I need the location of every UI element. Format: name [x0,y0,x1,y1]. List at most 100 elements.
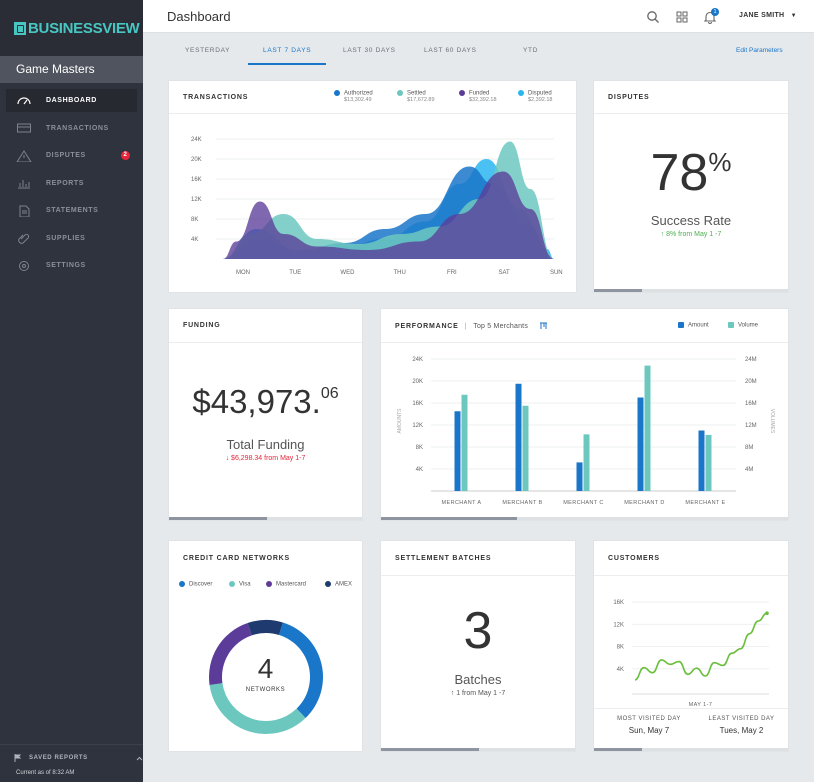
flag-icon [14,754,21,762]
y-tick-label: 8K [617,645,624,651]
area-series-funded [222,171,554,259]
legend-name: Amount [688,322,709,329]
legend-dot [334,90,340,96]
search-icon[interactable] [646,10,660,24]
legend-name: Disputed [528,90,552,97]
sidebar-item-statements[interactable]: STATEMENTS [6,199,137,222]
customers-line-endpoint [765,611,769,616]
legend-item-funded: Funded $32,392.18 [459,90,497,103]
bar-volume-merchant-d[interactable] [644,365,651,491]
sidebar-item-label: TRANSACTIONS [46,124,109,132]
legend-dot [325,581,331,587]
x-tick-label: MERCHANT B [502,500,542,506]
legend-name: Volume [738,322,759,329]
card-footer-bar [169,517,362,520]
bar-amount-merchant-a[interactable] [454,411,461,491]
x-tick-label: MERCHANT E [685,500,725,506]
sidebar-item-reports[interactable]: REPORTS [6,172,137,195]
transactions-chart: 24K 20K 16K 12K 8K 4K MON TUE WED THU FRI SAT SUN [191,137,563,276]
sidebar-item-transactions[interactable]: TRANSACTIONS [6,117,137,140]
edit-parameters-link[interactable]: Edit Parameters [736,47,783,54]
notification-badge: 1 [711,8,719,16]
legend-value: $32,392.18 [469,96,497,103]
chart-toggle-icon[interactable] [539,322,548,330]
logo-text: BUSINESSVIEW [28,19,140,37]
card-footer-bar [594,748,788,751]
customers-chart: 16K 12K 8K 4K MAY 1-7 [613,600,769,708]
sidebar-item-settings[interactable]: SETTINGS [6,254,137,277]
legend-dot [459,90,465,96]
most-visited-value: Sun, May 7 [628,726,670,735]
legend-item-mastercard: Mastercard [266,581,306,588]
slice-mastercard[interactable] [209,623,252,685]
user-name: JANE SMITH [739,12,785,19]
legend-swatch [728,322,734,328]
bar-volume-merchant-a[interactable] [461,394,468,491]
y-axis-label-right: VOLUMES [769,409,775,434]
tab-last-30-days[interactable]: LAST 30 DAYS [343,47,396,54]
y-tick-right: 4M [745,467,753,473]
performance-subtitle[interactable]: Top 5 Merchants [473,322,529,330]
networks-donut-chart [209,620,323,734]
performance-chart: 24K 24M 20K 20M 16K 16M 12K 12M 8K 8M 4K 4M AMOUNTS V… [397,357,775,506]
user-menu[interactable]: JANE SMITH ▼ [739,12,797,19]
legend-name: Authorized [344,90,373,97]
legend-dot [266,581,272,587]
slice-discover[interactable] [279,622,323,718]
page-title: Dashboard [167,9,231,24]
legend-item-authorized: Authorized $13,302.49 [334,90,373,103]
saved-reports-toggle[interactable]: SAVED REPORTS [0,745,143,762]
tab-last-7-days[interactable]: LAST 7 DAYS [263,47,312,54]
notifications-button[interactable]: 1 [703,8,719,25]
legend-dot [229,581,235,587]
sidebar-item-label: DISPUTES [46,152,86,159]
least-visited-label: LEAST VISITED DAY [708,716,775,722]
bar-amount-merchant-d[interactable] [637,397,644,492]
y-tick-right: 24M [745,357,757,363]
card-footer-bar [381,517,788,520]
least-visited-value: Tues, May 2 [719,726,764,735]
divider [169,113,576,114]
divider [594,113,788,114]
top-header: Dashboard 1 JANE SMITH ▼ [143,0,814,33]
legend-item-discover: Discover [179,581,212,588]
bar-amount-merchant-b[interactable] [515,383,522,491]
percent-unit: % [708,147,732,177]
sidebar-nav: DASHBOARD TRANSACTIONS DISPUTES 2 REPORTS STA… [0,89,143,277]
y-tick-right: 16M [745,401,757,407]
y-tick-right: 20M [745,379,757,385]
x-tick-label: MERCHANT A [442,500,482,506]
document-icon [16,205,32,217]
active-tab-indicator [248,63,326,65]
bar-amount-merchant-e[interactable] [698,430,705,492]
divider [594,575,788,576]
sidebar-item-disputes[interactable]: DISPUTES 2 [6,144,137,167]
logo[interactable]: BUSINESSVIEW [0,0,143,56]
card-title: SETTLEMENT BATCHES [395,555,492,562]
legend-value: $2,392.18 [528,96,553,103]
grid-icon[interactable] [675,10,689,24]
card-title: FUNDING [183,322,221,329]
batches-value: 3 [463,602,493,660]
slice-visa[interactable] [209,683,306,734]
tab-last-60-days[interactable]: LAST 60 DAYS [424,47,477,54]
sidebar-item-supplies[interactable]: SUPPLIES [6,227,137,250]
sidebar-item-label: DASHBOARD [46,97,97,104]
customers-card: CUSTOMERS 16K 12K 8K 4K MAY 1-7 MOST VISITED… [593,540,789,752]
card-title: PERFORMANCE | Top 5 Merchants [395,322,548,330]
funding-cents: 06 [320,385,339,402]
tab-ytd[interactable]: YTD [523,47,539,54]
bar-volume-merchant-b[interactable] [522,405,529,491]
bar-volume-merchant-e[interactable] [705,434,712,491]
bar-amount-merchant-c[interactable] [576,462,583,491]
legend-name: AMEX [335,581,353,588]
performance-card: PERFORMANCE | Top 5 Merchants Amount Volume… [380,308,789,521]
legend-item-visa: Visa [229,581,251,588]
tab-yesterday[interactable]: YESTERDAY [185,47,231,54]
sidebar-item-dashboard[interactable]: DASHBOARD [6,89,137,112]
total-funding-label: Total Funding [226,437,305,452]
org-name[interactable]: Game Masters [0,56,143,83]
bar-volume-merchant-c[interactable] [583,434,590,491]
x-tick-label: FRI [447,270,457,276]
slice-amex[interactable] [247,620,283,636]
